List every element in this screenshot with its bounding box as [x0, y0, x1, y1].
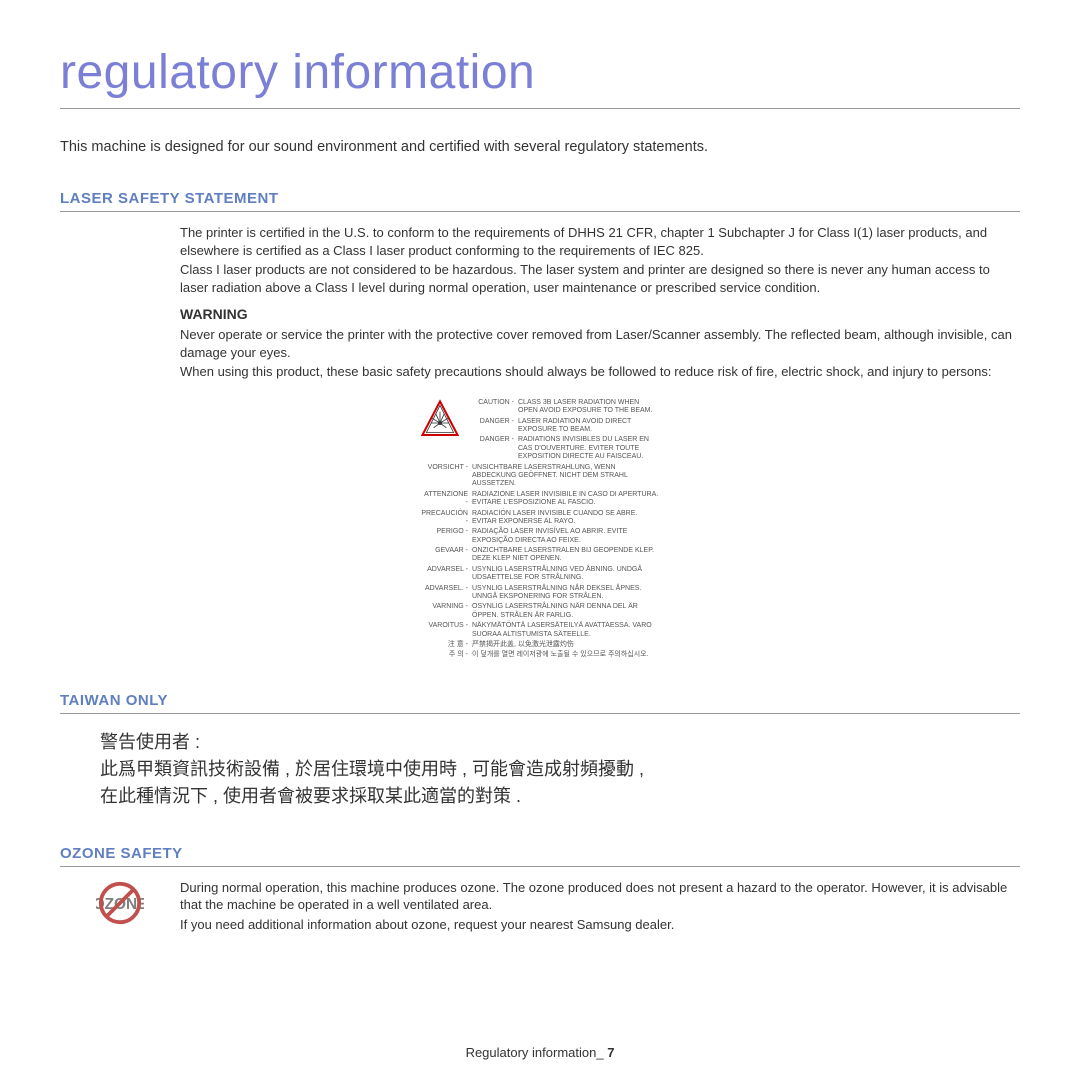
- label-row: ADVARSEL -USYNLIG LASERSTRÅLNING VED ÅBN…: [420, 566, 660, 583]
- footer-page: 7: [607, 1045, 614, 1060]
- taiwan-l1: 警告使用者 :: [100, 729, 1020, 756]
- label-text: 이 덮개를 열면 레이저광에 노출될 수 있으므로 주의하십시오.: [472, 651, 660, 659]
- label-lang: ADVARSEL -: [420, 566, 472, 583]
- label-row: ADVARSEL. -USYNLIG LASERSTRÅLNING NÅR DE…: [420, 585, 660, 602]
- label-lang: DANGER -: [466, 418, 518, 435]
- heading-taiwan: TAIWAN ONLY: [60, 692, 1020, 714]
- label-text: RADIAZIONE LASER INVISIBILE IN CASO DI A…: [472, 491, 660, 508]
- label-lang: CAUTION -: [466, 399, 518, 416]
- ozone-icon: OZONE: [96, 879, 144, 927]
- label-row: CAUTION -CLASS 3B LASER RADIATION WHEN O…: [466, 399, 660, 416]
- label-lang: ATTENZIONE -: [420, 491, 472, 508]
- label-lang: 주 의 -: [420, 651, 472, 659]
- section-ozone: OZONE SAFETY OZONE During normal operati…: [60, 845, 1020, 936]
- taiwan-body: 警告使用者 : 此爲甲類資訊技術設備 , 於居住環境中使用時 , 可能會造成射頻…: [100, 729, 1020, 810]
- label-text: 严禁揭开此盖, 以免激光泄露灼伤: [472, 641, 660, 649]
- label-row: VORSICHT -UNSICHTBARE LASERSTRAHLUNG, WE…: [420, 464, 660, 489]
- label-row: ATTENZIONE -RADIAZIONE LASER INVISIBILE …: [420, 491, 660, 508]
- label-lang: VAROITUS -: [420, 622, 472, 639]
- heading-laser: LASER SAFETY STATEMENT: [60, 190, 1020, 212]
- laser-body: The printer is certified in the U.S. to …: [180, 224, 1020, 381]
- label-text: UNSICHTBARE LASERSTRAHLUNG, WENN ABDECKU…: [472, 464, 660, 489]
- section-taiwan: TAIWAN ONLY 警告使用者 : 此爲甲類資訊技術設備 , 於居住環境中使…: [60, 692, 1020, 810]
- label-text: RADIACIÓN LASER INVISIBLE CUANDO SE ABRE…: [472, 510, 660, 527]
- label-text: USYNLIG LASERSTRÅLNING NÅR DEKSEL ÅPNES.…: [472, 585, 660, 602]
- label-lang: PERIGO -: [420, 528, 472, 545]
- taiwan-l3: 在此種情況下 , 使用者會被要求採取某此適當的對策 .: [100, 783, 1020, 810]
- label-row: 注 意 -严禁揭开此盖, 以免激光泄露灼伤: [420, 641, 660, 649]
- label-lang: ADVARSEL. -: [420, 585, 472, 602]
- label-lang: 注 意 -: [420, 641, 472, 649]
- page-footer: Regulatory information_ 7: [0, 1045, 1080, 1060]
- warning-heading: WARNING: [180, 306, 1020, 322]
- laser-p2: Class I laser products are not considere…: [180, 261, 1020, 296]
- label-lang: VORSICHT -: [420, 464, 472, 489]
- warning-p2: When using this product, these basic saf…: [180, 363, 1020, 381]
- label-lang: DANGER -: [466, 436, 518, 461]
- label-text: NÄKYMÄTÖNTÄ LASERSÄTEILYÄ AVATTAESSA. VA…: [472, 622, 660, 639]
- label-text: USYNLIG LASERSTRÅLNING VED ÅBNING. UNDGÅ…: [472, 566, 660, 583]
- label-row: PRECAUCIÓN -RADIACIÓN LASER INVISIBLE CU…: [420, 510, 660, 527]
- label-text: LASER RADIATION AVOID DIRECT EXPOSURE TO…: [518, 418, 660, 435]
- heading-ozone: OZONE SAFETY: [60, 845, 1020, 867]
- label-text: RADIAÇÃO LASER INVISÍVEL AO ABRIR. EVITE…: [472, 528, 660, 545]
- label-lang: GEVAAR -: [420, 547, 472, 564]
- label-lang: PRECAUCIÓN -: [420, 510, 472, 527]
- label-lang: VARNING -: [420, 603, 472, 620]
- label-row: 주 의 -이 덮개를 열면 레이저광에 노출될 수 있으므로 주의하십시오.: [420, 651, 660, 659]
- ozone-p2: If you need additional information about…: [180, 916, 1020, 934]
- ozone-body: OZONE During normal operation, this mach…: [60, 879, 1020, 936]
- label-text: OSYNLIG LASERSTRÅLNING NÄR DENNA DEL ÄR …: [472, 603, 660, 620]
- multilang-label: CAUTION -CLASS 3B LASER RADIATION WHEN O…: [60, 399, 1020, 662]
- intro-text: This machine is designed for our sound e…: [60, 139, 1020, 155]
- label-row: VARNING -OSYNLIG LASERSTRÅLNING NÄR DENN…: [420, 603, 660, 620]
- label-text: CLASS 3B LASER RADIATION WHEN OPEN AVOID…: [518, 399, 660, 416]
- label-row: PERIGO -RADIAÇÃO LASER INVISÍVEL AO ABRI…: [420, 528, 660, 545]
- footer-label: Regulatory information: [466, 1045, 597, 1060]
- taiwan-l2: 此爲甲類資訊技術設備 , 於居住環境中使用時 , 可能會造成射頻擾動 ,: [100, 756, 1020, 783]
- label-row: GEVAAR -ONZICHTBARE LASERSTRALEN BIJ GEO…: [420, 547, 660, 564]
- laser-triangle-icon: [420, 399, 460, 439]
- footer-sep: _: [596, 1045, 607, 1060]
- warning-p1: Never operate or service the printer wit…: [180, 326, 1020, 361]
- ozone-p1: During normal operation, this machine pr…: [180, 879, 1020, 914]
- laser-p1: The printer is certified in the U.S. to …: [180, 224, 1020, 259]
- label-row: VAROITUS -NÄKYMÄTÖNTÄ LASERSÄTEILYÄ AVAT…: [420, 622, 660, 639]
- label-text: ONZICHTBARE LASERSTRALEN BIJ GEOPENDE KL…: [472, 547, 660, 564]
- label-text: RADIATIONS INVISIBLES DU LASER EN CAS D'…: [518, 436, 660, 461]
- label-row: DANGER -RADIATIONS INVISIBLES DU LASER E…: [466, 436, 660, 461]
- section-laser: LASER SAFETY STATEMENT The printer is ce…: [60, 190, 1020, 662]
- page-title: regulatory information: [60, 45, 1020, 109]
- label-row: DANGER -LASER RADIATION AVOID DIRECT EXP…: [466, 418, 660, 435]
